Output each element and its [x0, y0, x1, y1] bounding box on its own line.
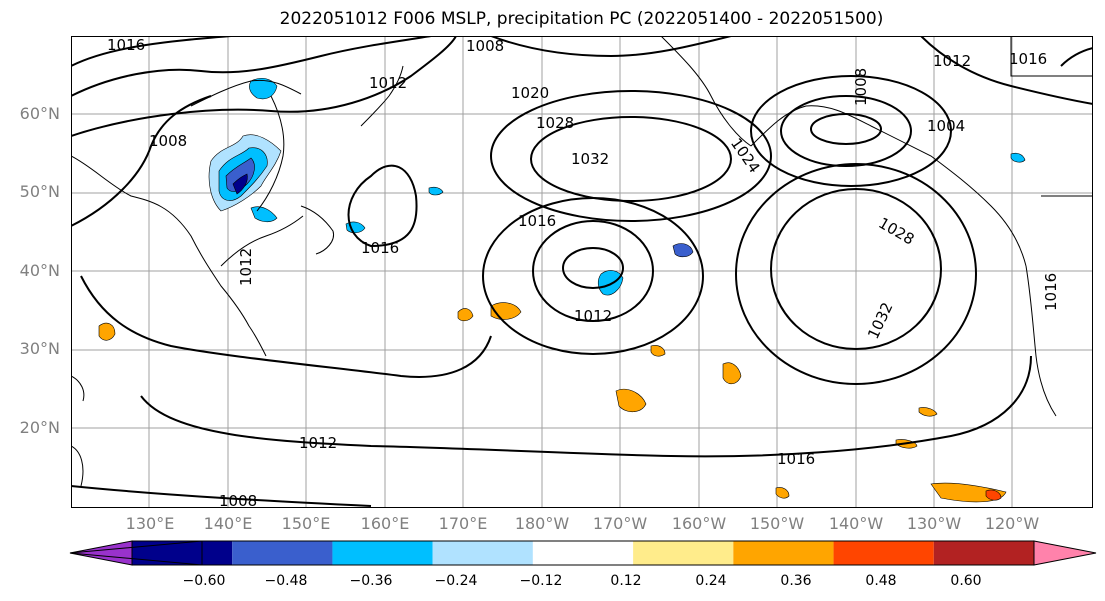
isobar-label: 1032 — [864, 300, 896, 342]
lon-label: 130°W — [906, 514, 962, 533]
map-panel: 1016 1008 1012 1008 1020 1028 1032 1008 … — [71, 36, 1093, 508]
colorbar-segment — [933, 541, 1034, 565]
isobar-label: 1008 — [466, 37, 504, 55]
isobar-label: 1016 — [1009, 50, 1047, 68]
isobar-label: 1012 — [299, 434, 337, 452]
isobars — [71, 36, 1093, 507]
isobar-label: 1028 — [536, 114, 574, 132]
lon-label: 180°W — [514, 514, 570, 533]
lon-label: 160°W — [671, 514, 727, 533]
isobar-label: 1016 — [777, 450, 815, 468]
lat-label: 60°N — [19, 104, 60, 123]
colorbar-segment — [432, 541, 533, 565]
isobar-label: 1008 — [149, 132, 187, 150]
isobar-label: 1032 — [571, 150, 609, 168]
lon-label: 170°E — [438, 514, 488, 533]
isobar-label: 1004 — [927, 117, 965, 135]
lon-label: 120°W — [984, 514, 1040, 533]
isobar-label: 1016 — [107, 36, 145, 54]
isobar-label: 1024 — [727, 135, 764, 177]
map-title: 2022051012 F006 MSLP, precipitation PC (… — [279, 9, 884, 29]
colorbar-segment — [232, 541, 333, 565]
gridlines — [71, 36, 1093, 508]
colorbar-tick: 0.12 — [610, 573, 642, 589]
lon-label: 160°E — [360, 514, 410, 533]
colorbar-segment — [132, 541, 233, 565]
isobar-label: 1020 — [511, 84, 549, 102]
lon-label: 170°W — [592, 514, 648, 533]
map-frame — [71, 36, 1093, 508]
colorbar-tick: −0.48 — [264, 573, 308, 589]
colorbar-tick: 0.60 — [950, 573, 982, 589]
colorbar-segment — [532, 541, 634, 565]
map-canvas: 1016 1008 1012 1008 1020 1028 1032 1008 … — [71, 36, 1093, 508]
isobar-label: 1012 — [574, 307, 612, 325]
colorbar-tick: −0.60 — [182, 573, 226, 589]
precip-shading — [98, 77, 1026, 503]
colorbar-segment — [733, 541, 834, 565]
isobar-label: 1008 — [219, 492, 257, 508]
colorbar — [69, 540, 1097, 566]
lat-label: 20°N — [19, 418, 60, 437]
colorbar-tick: 0.36 — [780, 573, 812, 589]
isobar-label: 1012 — [237, 248, 255, 286]
lon-label: 150°E — [281, 514, 331, 533]
isobar-label: 1028 — [875, 214, 917, 249]
lat-label: 30°N — [19, 339, 60, 358]
colorbar-tick: −0.24 — [434, 573, 478, 589]
isobar-label: 1016 — [1042, 273, 1060, 311]
colorbar-extend-min — [69, 540, 133, 566]
colorbar-tick: 0.48 — [865, 573, 897, 589]
lon-label: 150°W — [749, 514, 805, 533]
coastlines — [71, 36, 1093, 487]
lon-label: 140°W — [828, 514, 884, 533]
colorbar-tick: −0.12 — [519, 573, 563, 589]
colorbar-segment — [833, 541, 934, 565]
isobar-label: 1008 — [852, 68, 870, 106]
isobar-label: 1012 — [369, 74, 407, 92]
isobar-label: 1016 — [518, 212, 556, 230]
colorbar-segment — [633, 541, 734, 565]
lon-label: 130°E — [125, 514, 175, 533]
lat-label: 50°N — [19, 182, 60, 201]
colorbar-segment — [332, 541, 433, 565]
lat-label: 40°N — [19, 261, 60, 280]
isobar-label: 1012 — [933, 52, 971, 70]
isobar-label: 1016 — [361, 239, 399, 257]
colorbar-tick: −0.36 — [349, 573, 393, 589]
colorbar-extend-max — [1033, 540, 1097, 566]
colorbar-tick: 0.24 — [695, 573, 727, 589]
lon-label: 140°E — [203, 514, 253, 533]
